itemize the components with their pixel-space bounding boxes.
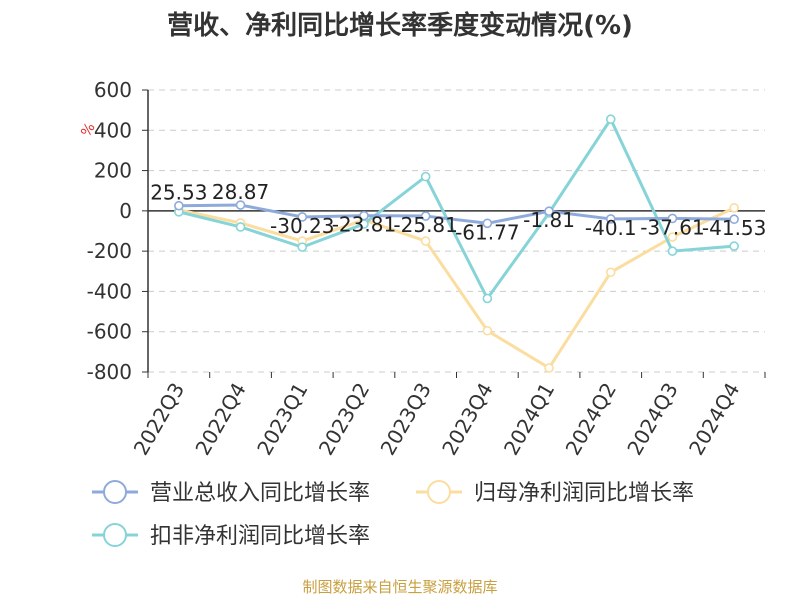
data-point: [605, 267, 616, 278]
y-axis-ticks: 600 400 200 0 -200 -400 -600 -800: [87, 78, 148, 384]
x-tick-label: 2023Q4: [437, 378, 497, 459]
data-labels: 25.53 28.87-30.23-23.81-25.81-61.77-1.81-…: [150, 180, 766, 244]
data-point: [297, 212, 308, 222]
data-point: [235, 222, 246, 232]
data-point: [174, 200, 184, 211]
axes: [147, 90, 765, 372]
x-tick-label: 2023Q3: [376, 379, 436, 460]
data-point: [605, 114, 616, 125]
data-label: -41.53: [702, 216, 766, 240]
data-label: -61.77: [455, 220, 519, 244]
data-point: [667, 232, 678, 242]
data-point: [729, 214, 739, 225]
series-line: [178, 206, 735, 370]
data-point: [420, 236, 431, 246]
y-tick-label: -400: [87, 279, 132, 303]
data-point: [420, 171, 431, 182]
y-tick-label: 400: [94, 118, 132, 142]
data-label: -25.81: [393, 213, 457, 237]
series-line: [178, 203, 735, 225]
series-3: [174, 114, 739, 304]
x-axis-ticks: 2022Q3 2022Q4 2023Q1 2023Q2 2023Q3 2023Q4 2024…: [129, 372, 766, 460]
legend-item: 归母净利润同比增长率: [416, 480, 694, 506]
data-point: [482, 325, 493, 336]
data-point: [297, 242, 308, 252]
chart-title: 营收、净利同比增长率季度变动情况(%): [167, 10, 633, 41]
y-tick-label: -600: [87, 320, 132, 344]
data-label: 25.53: [150, 181, 207, 205]
data-point: [544, 363, 554, 373]
series-1: [174, 200, 739, 229]
legend-item: 扣非净利润同比增长率: [92, 523, 370, 549]
x-tick-label: 2022Q4: [190, 379, 250, 460]
data-label: 28.87: [212, 180, 269, 204]
y-tick-label: -800: [87, 360, 132, 384]
data-point: [667, 213, 678, 224]
y-tick-label: 200: [94, 159, 132, 183]
y-tick-label: 600: [94, 78, 132, 102]
data-point: [729, 203, 739, 213]
data-point: [544, 206, 554, 217]
legend-label: 归母净利润同比增长率: [474, 481, 694, 506]
data-label: -40.1: [585, 216, 637, 240]
data-label: -37.61: [640, 215, 704, 239]
y-tick-label: 0: [119, 199, 132, 223]
data-point: [420, 211, 431, 221]
legend-label: 营业总收入同比增长率: [150, 481, 370, 506]
source-note: 制图数据来自恒生聚源数据库: [302, 578, 497, 596]
x-tick-label: 2022Q3: [129, 379, 189, 460]
x-tick-label: 2024Q4: [684, 379, 744, 460]
data-label: -30.23: [270, 214, 334, 238]
data-point: [359, 210, 369, 221]
data-label: -23.81: [332, 213, 396, 237]
data-point: [482, 293, 493, 304]
x-tick-label: 2024Q1: [499, 379, 559, 460]
series-line: [178, 117, 735, 300]
x-tick-label: 2023Q2: [314, 379, 374, 460]
series-layer: [174, 114, 739, 373]
data-point: [605, 214, 616, 224]
data-point: [235, 200, 246, 210]
x-tick-label: 2024Q2: [561, 379, 621, 460]
x-tick-label: 2024Q3: [622, 379, 682, 460]
y-tick-label: -200: [87, 239, 132, 263]
legend-marker: [103, 480, 127, 504]
data-point: [667, 246, 678, 256]
legend-item: 营业总收入同比增长率: [92, 480, 370, 506]
x-tick-label: 2023Q1: [252, 379, 312, 460]
data-label: -1.81: [523, 208, 575, 232]
data-point: [482, 218, 493, 229]
legend-label: 扣非净利润同比增长率: [150, 524, 370, 549]
legend-marker: [103, 523, 127, 547]
data-point: [729, 241, 739, 251]
legend-marker: [427, 480, 451, 504]
